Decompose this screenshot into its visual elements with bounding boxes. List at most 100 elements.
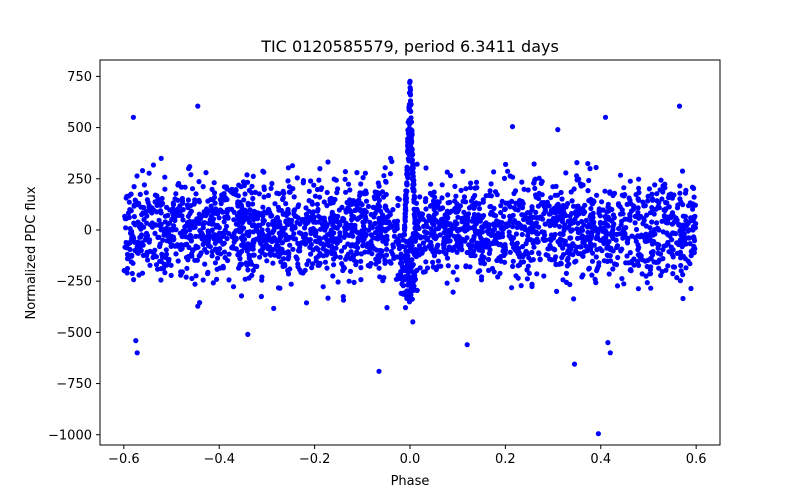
- data-point: [404, 288, 410, 294]
- data-point: [462, 238, 468, 244]
- data-point: [186, 223, 192, 229]
- data-point: [494, 257, 500, 264]
- data-point: [644, 212, 650, 218]
- data-point: [143, 230, 150, 236]
- data-point: [635, 286, 642, 292]
- data-point: [657, 251, 664, 257]
- data-point: [666, 192, 672, 198]
- data-point: [428, 181, 434, 187]
- data-point: [567, 246, 574, 252]
- data-point: [298, 231, 304, 237]
- data-point: [543, 252, 549, 258]
- data-point: [377, 219, 383, 225]
- data-point: [388, 155, 394, 161]
- data-point: [187, 232, 193, 238]
- data-point: [157, 258, 163, 264]
- data-point: [226, 277, 232, 283]
- data-point: [266, 230, 273, 237]
- data-point: [534, 230, 540, 237]
- data-point: [506, 229, 512, 235]
- data-point: [454, 249, 460, 255]
- data-point: [479, 248, 485, 254]
- data-point: [605, 223, 611, 229]
- data-point: [405, 166, 411, 172]
- data-point: [619, 246, 625, 252]
- data-point: [313, 229, 319, 236]
- data-point: [628, 201, 634, 207]
- data-point: [255, 212, 262, 219]
- data-point: [158, 210, 164, 216]
- data-point: [568, 189, 574, 195]
- data-point: [660, 256, 666, 262]
- data-point: [643, 238, 649, 244]
- data-point: [678, 252, 684, 258]
- data-point: [131, 203, 137, 209]
- data-point: [193, 191, 199, 197]
- data-point: [403, 193, 409, 199]
- data-point: [280, 196, 286, 202]
- data-point: [343, 220, 349, 226]
- data-point: [339, 204, 345, 210]
- data-point: [559, 219, 566, 225]
- data-point: [191, 220, 198, 226]
- data-point: [616, 202, 622, 208]
- data-point: [553, 208, 559, 215]
- data-point: [574, 177, 580, 183]
- data-point: [463, 263, 469, 269]
- data-point: [211, 190, 218, 196]
- data-point: [661, 243, 667, 249]
- data-point: [658, 177, 664, 183]
- data-point: [273, 243, 279, 249]
- data-point: [183, 274, 189, 280]
- data-point: [257, 254, 263, 260]
- y-tick-label: −750: [56, 377, 92, 392]
- data-point: [652, 231, 658, 237]
- data-point: [238, 202, 244, 208]
- data-point: [376, 265, 382, 271]
- data-point: [593, 235, 599, 241]
- data-point: [580, 239, 586, 245]
- data-point: [491, 212, 497, 218]
- data-point: [589, 258, 596, 264]
- data-point: [134, 350, 140, 356]
- data-point: [392, 228, 398, 234]
- data-point: [161, 232, 167, 238]
- data-point: [324, 265, 330, 271]
- data-point: [335, 279, 341, 285]
- data-point: [333, 245, 339, 251]
- data-point: [423, 206, 429, 212]
- data-point: [358, 251, 364, 257]
- data-point: [277, 285, 283, 291]
- data-point: [357, 207, 364, 213]
- data-point: [272, 236, 278, 243]
- data-point: [627, 267, 633, 273]
- data-point: [679, 237, 685, 243]
- data-point: [507, 233, 514, 240]
- data-point: [391, 219, 397, 225]
- data-point: [151, 251, 157, 257]
- data-point: [477, 218, 483, 224]
- data-point: [221, 231, 227, 237]
- x-axis: −0.6 −0.4 −0.2 0.0 0.2 0.4 0.6: [108, 445, 706, 467]
- data-point: [224, 209, 230, 215]
- data-point: [411, 247, 417, 254]
- data-point: [601, 258, 607, 264]
- data-point: [271, 305, 277, 311]
- data-point: [354, 203, 360, 209]
- data-point: [486, 267, 492, 273]
- data-point: [405, 175, 411, 181]
- data-point: [279, 225, 285, 231]
- data-point: [647, 237, 653, 243]
- x-axis-label: Phase: [391, 474, 430, 489]
- data-point: [394, 254, 400, 260]
- data-point: [390, 244, 396, 250]
- data-point: [265, 192, 272, 199]
- data-point: [249, 190, 255, 196]
- data-point: [463, 186, 469, 192]
- data-point: [196, 199, 202, 205]
- data-point: [447, 222, 453, 228]
- data-point: [139, 270, 146, 276]
- data-point: [619, 276, 625, 282]
- data-point: [578, 244, 584, 250]
- data-point: [185, 197, 191, 203]
